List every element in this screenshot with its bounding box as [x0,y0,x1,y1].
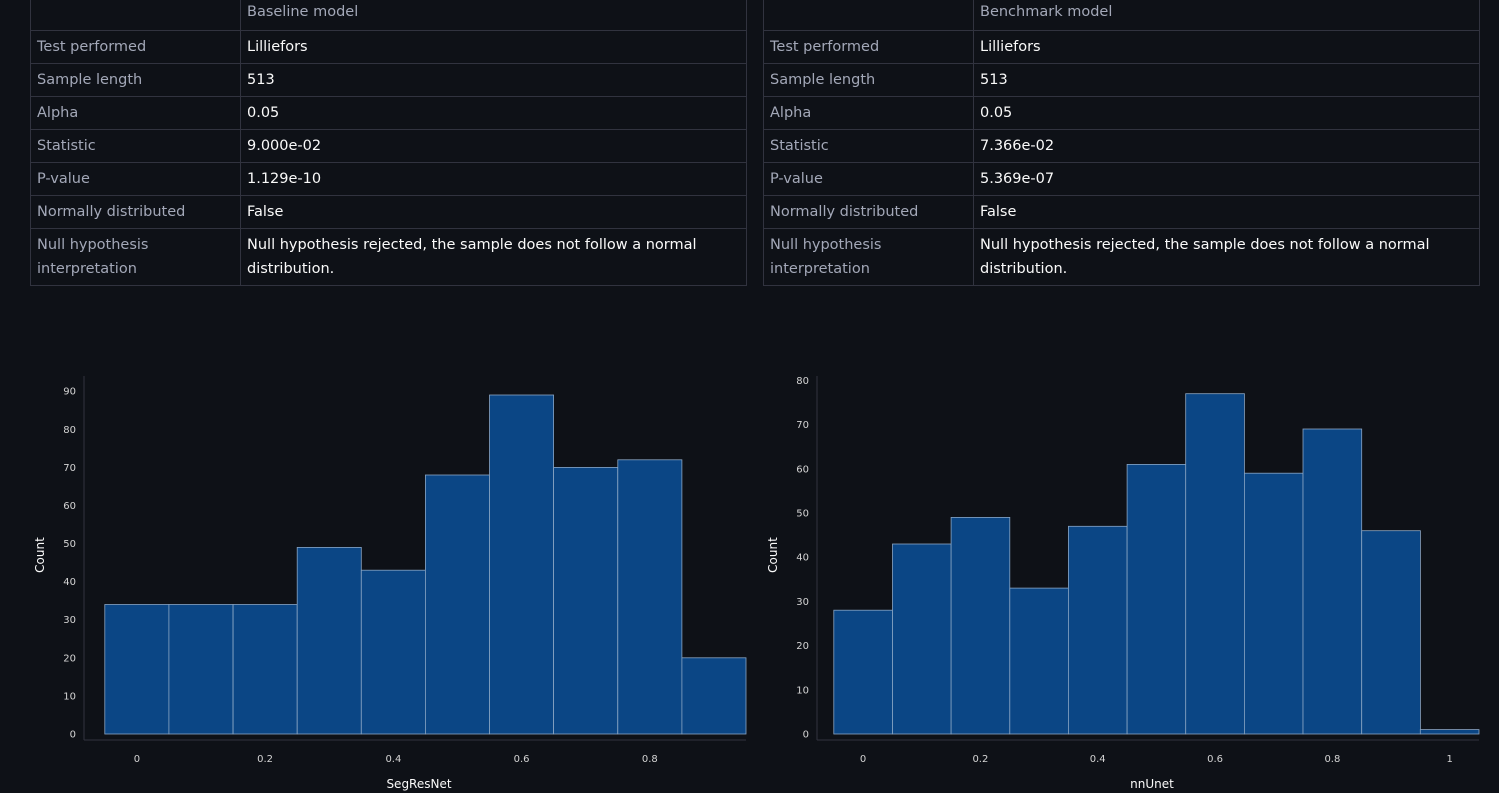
table-row: Normally distributed False [763,195,1480,229]
row-key: Null hypothesis interpretation [763,228,974,286]
histogram-bar [617,459,683,735]
histogram-bar [1068,525,1128,735]
y-tick-label: 80 [796,376,809,387]
y-tick-label: 0 [70,730,76,741]
y-tick-label: 0 [803,730,809,741]
x-tick-label: 0.8 [1324,754,1340,765]
table-header-row: Benchmark model [763,0,1480,31]
row-key: Null hypothesis interpretation [30,228,241,286]
row-key: Statistic [30,129,241,163]
histogram-bar [424,474,490,735]
table-row: P-value 1.129e-10 [30,162,747,196]
row-value: False [973,195,1480,229]
y-tick-label: 90 [63,387,76,398]
y-tick-label: 20 [796,641,809,652]
row-key: Alpha [30,96,241,130]
histogram-bar [553,466,619,735]
row-value: Null hypothesis rejected, the sample doe… [240,228,747,286]
histogram-bar [1185,393,1245,735]
histogram-bar [232,604,298,735]
x-tick-label: 0 [860,754,866,765]
y-tick-label: 70 [63,463,76,474]
row-key: P-value [30,162,241,196]
histogram-bar [1126,463,1187,735]
row-value: 9.000e-02 [240,129,747,163]
benchmark-stats-table: Benchmark model Test performed Lilliefor… [763,0,1480,286]
histogram-2: 0 10 20 30 40 50 60 70 80 0 0.2 0.4 0.6 0.8 1 nnUnet Cou… [766,376,1480,791]
x-tick-label: 0.6 [514,754,530,765]
y-tick-label: 30 [796,597,809,608]
x-axis-title: SegResNet [386,777,451,791]
row-value: 1.129e-10 [240,162,747,196]
x-tick-label: 0.8 [642,754,658,765]
histogram-1: 0 10 20 30 40 50 60 70 80 90 0 0.2 0.4 0.6 0.8 SegResNe… [33,376,747,791]
table-row: Test performed Lilliefors [763,30,1480,64]
histogram-bar [1361,530,1421,735]
y-tick-label: 40 [796,553,809,564]
y-axis-title: Count [33,537,47,573]
baseline-stats-table: Baseline model Test performed Lilliefors… [30,0,747,286]
table-row: Null hypothesis interpretation Null hypo… [30,228,747,286]
histogram-bar [1244,472,1304,735]
histogram-bar [681,657,747,735]
y-tick-label: 50 [63,539,76,550]
x-axis-title: nnUnet [1130,777,1174,791]
row-value: 513 [973,63,1480,97]
x-tick-label: 0 [134,754,140,765]
table-row: Alpha 0.05 [30,96,747,130]
x-tick-label: 0.2 [257,754,273,765]
histogram-bar [1302,428,1363,735]
histogram-bar [104,604,170,735]
row-key: Normally distributed [30,195,241,229]
x-tick-label: 0.4 [1090,754,1106,765]
y-tick-label: 50 [796,509,809,520]
histogram-bar [950,517,1011,735]
table-row: Normally distributed False [30,195,747,229]
y-tick-label: 10 [63,691,76,702]
row-value: Null hypothesis rejected, the sample doe… [973,228,1480,286]
histogram-bar [892,543,952,735]
row-key: P-value [763,162,974,196]
y-tick-label: 80 [63,425,76,436]
row-key: Test performed [30,30,241,64]
y-tick-label: 40 [63,577,76,588]
x-tick-label: 0.4 [385,754,401,765]
x-tick-label: 0.2 [972,754,988,765]
histogram-bar [489,394,554,735]
histogram-bar [168,604,234,735]
histogram-bar [360,569,426,735]
y-tick-label: 30 [63,615,76,626]
y-axis-title: Count [766,537,780,573]
histogram-bar [1419,729,1480,735]
x-tick-label: 0.6 [1207,754,1223,765]
table-row: Null hypothesis interpretation Null hypo… [763,228,1480,286]
y-tick-label: 20 [63,653,76,664]
table-row: Sample length 513 [30,63,747,97]
row-key: Test performed [763,30,974,64]
row-value: False [240,195,747,229]
y-tick-label: 60 [796,464,809,475]
table-row: Statistic 9.000e-02 [30,129,747,163]
y-tick-label: 10 [796,685,809,696]
y-tick-label: 70 [796,420,809,431]
histogram-bar [833,609,893,735]
y-tick-label: 60 [63,501,76,512]
histogram-bar [1009,587,1069,735]
table-header-benchmark: Benchmark model [973,0,1480,31]
row-value: 0.05 [240,96,747,130]
row-key: Sample length [30,63,241,97]
row-key: Normally distributed [763,195,974,229]
x-tick-label: 1 [1447,754,1453,765]
histogram-bar [296,547,362,735]
